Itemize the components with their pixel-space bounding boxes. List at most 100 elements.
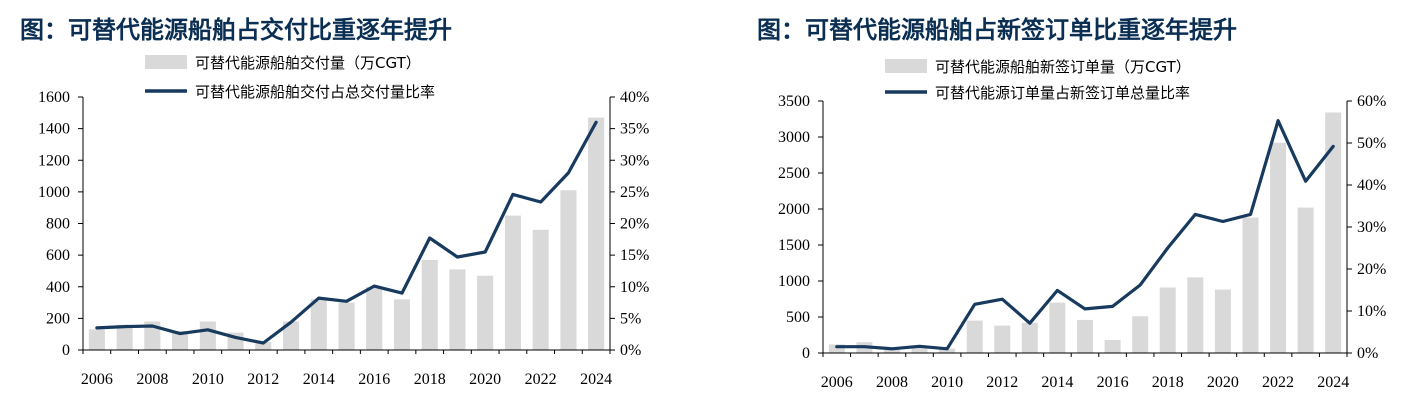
bar — [393, 299, 410, 350]
line-series — [835, 119, 1335, 351]
x-tick-label: 2020 — [1207, 374, 1239, 391]
bar — [310, 299, 327, 350]
x-tick-label: 2024 — [1317, 374, 1349, 391]
chart-panel-delivery: 图：可替代能源船舶占交付比重逐年提升 0 200 400 600 800 1000 1200… — [8, 0, 698, 414]
y-tick-label-right: 10% — [620, 279, 649, 296]
legend-label-bar: 可替代能源船舶交付量（万CGT） — [195, 54, 421, 72]
legend-swatch-bar — [885, 59, 927, 73]
y-tick-label-right: 20% — [620, 216, 649, 233]
y-tick-label-right: 40% — [1357, 177, 1386, 194]
x-tick-label: 2016 — [358, 371, 390, 388]
x-tick-label: 2022 — [1262, 374, 1294, 391]
bar — [588, 117, 605, 350]
legend: 可替代能源船舶交付量（万CGT） 可替代能源船舶交付占总交付量比率 — [145, 54, 435, 101]
bar — [994, 325, 1011, 353]
bar — [966, 320, 983, 353]
y-tick-label-right: 40% — [620, 89, 649, 106]
x-tick-label: 2006 — [81, 371, 113, 388]
x-tick-label: 2012 — [986, 374, 1018, 391]
x-tick-label: 2006 — [821, 374, 853, 391]
x-tick-label: 2008 — [876, 374, 908, 391]
x-tick-label: 2018 — [1152, 374, 1184, 391]
x-tick-label: 2018 — [414, 371, 446, 388]
x-tick-label: 2024 — [580, 371, 612, 388]
x-tick-label: 2020 — [469, 371, 501, 388]
bar — [1270, 142, 1287, 353]
bar — [1021, 322, 1038, 353]
bar — [283, 321, 300, 350]
bar — [1049, 302, 1066, 353]
bar — [421, 259, 438, 350]
y-tick-label-left: 1400 — [38, 121, 70, 138]
y-tick-label-left: 800 — [46, 216, 70, 233]
y-tick-label-right: 0% — [620, 342, 641, 359]
bar — [449, 269, 466, 350]
y-tick-label-right: 25% — [620, 184, 649, 201]
bar — [1242, 217, 1259, 353]
chart-title: 图：可替代能源船舶占交付比重逐年提升 — [20, 16, 452, 44]
bar — [1214, 289, 1231, 353]
x-tick-label: 2016 — [1097, 374, 1129, 391]
y-tick-label-left: 1000 — [38, 184, 70, 201]
y-tick-label-right: 15% — [620, 247, 649, 264]
bar — [532, 229, 549, 350]
bar — [504, 215, 521, 350]
y-tick-label-right: 35% — [620, 121, 649, 138]
bar — [338, 302, 355, 350]
bar — [116, 324, 133, 350]
y-tick-label-right: 60% — [1357, 93, 1386, 110]
y-tick-label-left: 400 — [46, 279, 70, 296]
bar — [366, 286, 383, 351]
bar — [911, 345, 928, 353]
y-tick-label-left: 2500 — [778, 165, 810, 182]
y-tick-label-left: 600 — [46, 247, 70, 264]
bar — [560, 190, 577, 350]
y-tick-label-left: 1000 — [778, 273, 810, 290]
bar-series — [88, 117, 605, 351]
y-tick-label-left: 0 — [62, 342, 70, 359]
x-tick-label: 2012 — [247, 371, 279, 388]
bar — [1297, 207, 1314, 353]
x-tick-label: 2010 — [192, 371, 224, 388]
legend-swatch-bar — [145, 55, 187, 69]
y-tick-label-right: 30% — [1357, 219, 1386, 236]
orders-chart: 0 500 1000 1500 2000 2500 3000 3500 0% 10% 20% 30% 4… — [778, 58, 1386, 391]
y-tick-label-left: 1500 — [778, 237, 810, 254]
legend-label-line: 可替代能源船舶交付占总交付量比率 — [195, 83, 435, 101]
legend-label-bar: 可替代能源船舶新签订单量（万CGT） — [935, 58, 1191, 76]
y-tick-label-left: 1600 — [38, 89, 70, 106]
bar — [939, 348, 956, 353]
x-tick-label: 2014 — [303, 371, 335, 388]
bar — [1077, 319, 1093, 353]
bar — [1325, 112, 1342, 353]
bar — [1159, 287, 1176, 353]
bar — [88, 329, 105, 350]
legend: 可替代能源船舶新签订单量（万CGT） 可替代能源订单量占新签订单总量比率 — [885, 58, 1191, 102]
y-tick-label-left: 1200 — [38, 152, 70, 169]
bar — [1187, 277, 1204, 353]
chart-panel-orders: 图：可替代能源船舶占新签订单比重逐年提升 0 500 1000 1500 2000 250… — [745, 0, 1414, 414]
bar — [255, 342, 272, 350]
bar — [172, 331, 189, 350]
y-tick-label-left: 3000 — [778, 129, 810, 146]
x-tick-label: 2008 — [136, 371, 168, 388]
x-tick-label: 2022 — [525, 371, 557, 388]
y-tick-label-right: 30% — [620, 152, 649, 169]
x-tick-label: 2014 — [1041, 374, 1073, 391]
y-tick-label-left: 2000 — [778, 201, 810, 218]
y-tick-label-right: 10% — [1357, 303, 1386, 320]
bar — [1104, 340, 1121, 353]
line-series — [95, 120, 598, 345]
y-tick-label-left: 500 — [786, 309, 810, 326]
bar — [199, 321, 216, 350]
y-tick-label-right: 0% — [1357, 345, 1378, 362]
y-tick-label-left: 200 — [46, 310, 70, 327]
y-tick-label-left: 3500 — [778, 93, 810, 110]
legend-label-line: 可替代能源订单量占新签订单总量比率 — [935, 84, 1190, 102]
bar — [1132, 316, 1149, 353]
bar-series — [828, 112, 1342, 353]
bar — [828, 344, 845, 353]
chart-title: 图：可替代能源船舶占新签订单比重逐年提升 — [757, 16, 1237, 44]
y-tick-label-right: 5% — [620, 310, 641, 327]
x-tick-label: 2010 — [931, 374, 963, 391]
